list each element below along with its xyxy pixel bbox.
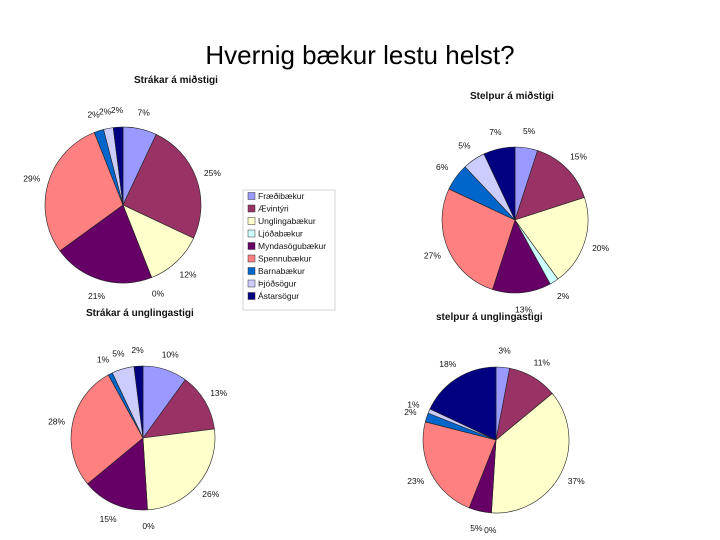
pie-slice [70,374,144,485]
slice-label: 12% [179,269,196,279]
legend-swatch [247,192,256,200]
slice-label: 2% [111,105,124,115]
slice-label: 7% [489,127,502,137]
legend-label: Ljóðabækur [258,229,303,239]
pie-slice [142,379,215,439]
legend: Fræðibækur Ævintýri Unglingabækur Ljóðabæku… [242,189,336,311]
legend-swatch [247,267,256,275]
slice-label: 5% [523,126,536,136]
slice-label: 5% [470,523,483,533]
slice-label: 37% [568,476,585,486]
pie-slice [133,365,144,439]
legend-label: Ástarsögur [258,291,299,301]
pie-slice [483,146,516,221]
pie-slice [59,204,153,284]
pie-slice [514,197,589,280]
legend-swatch [247,292,256,300]
legend-swatch [247,204,256,213]
slice-label: 2% [87,110,100,120]
slice-label: 5% [458,141,471,151]
legend-box [242,189,336,311]
legend-label: Ævintýri [258,204,289,214]
pie-slice [492,219,551,294]
slice-label: 2% [404,407,417,417]
slice-label: 2% [131,345,144,355]
slice-label: 13% [210,388,227,398]
pie-slice [441,188,516,290]
slice-label: 0% [142,521,155,531]
slice-label: 11% [534,358,551,368]
slice-label: 10% [162,349,179,359]
slice-label: 27% [424,251,441,261]
slice-label: 0% [484,525,497,535]
slice-label: 26% [202,489,219,499]
legend-label: Spennubækur [258,254,312,264]
pie-slice [514,150,585,221]
chart-title-girls-teen: stelpur á unglingastigi [436,312,543,323]
pie-girls-teen: 3% 11% 37% 0%5% 23% 2%1% 18% [404,345,585,534]
slice-label: 2% [557,291,570,301]
slice-label: 20% [592,243,609,253]
slice-label: 15% [570,151,587,161]
slice-label: 7% [138,107,151,117]
legend-label: Fræðibækur [258,191,304,201]
slice-label: 3% [498,345,511,355]
slice-label: 25% [204,168,221,178]
slice-label: 23% [407,476,424,486]
chart-title-boys-middle: Strákar á miðstigi [134,74,218,86]
pie-girls-middle: 5% 15% 20% 2% 13% 27% 6% 5% 7% [424,126,610,315]
legend-label: Myndasögubækur [258,241,326,251]
slide-title: Hvernig bækur lestu helst? [205,40,515,70]
slice-label: 6% [436,162,449,172]
pie-boys-middle: 7%25%12%0%21%29%2% 2% 2% [23,105,221,301]
slice-label: 0% [152,288,165,298]
pie-boys-teen: 10% 13% 26% 0% 15% 28% 1%5% 2% [48,345,228,531]
pie-slice [44,132,124,252]
slice-label: 1% [97,355,110,365]
pie-slice [112,126,124,206]
pie-slice [87,437,148,511]
slice-label: 18% [439,359,456,369]
slice-label: 13% [515,305,532,315]
legend-swatch [247,217,256,225]
pie-slice [142,428,216,511]
pie-slice [491,393,570,514]
slice-label: 28% [48,417,65,427]
pie-slice [122,134,202,239]
slice-label: 15% [100,514,117,524]
legend-swatch [247,229,256,238]
legend-swatch [247,254,256,263]
slice-label: 21% [88,291,105,301]
slice-label: 5% [112,349,125,359]
legend-swatch [247,242,256,250]
pie-slice [422,421,497,509]
legend-swatch [247,279,256,288]
slice-label: 29% [23,174,40,184]
pie-slice [429,366,497,441]
slice-label: 1% [407,399,420,409]
chart-title-girls-middle: Stelpur á miðstigi [470,90,554,102]
legend-label: Unglingabækur [258,216,316,226]
slice-label: 2% [99,107,112,117]
legend-label: Barnabækur [258,266,305,276]
chart-title-boys-teen: Strákar á unglingastigi [86,308,194,319]
legend-label: Þjóðsögur [258,279,296,289]
